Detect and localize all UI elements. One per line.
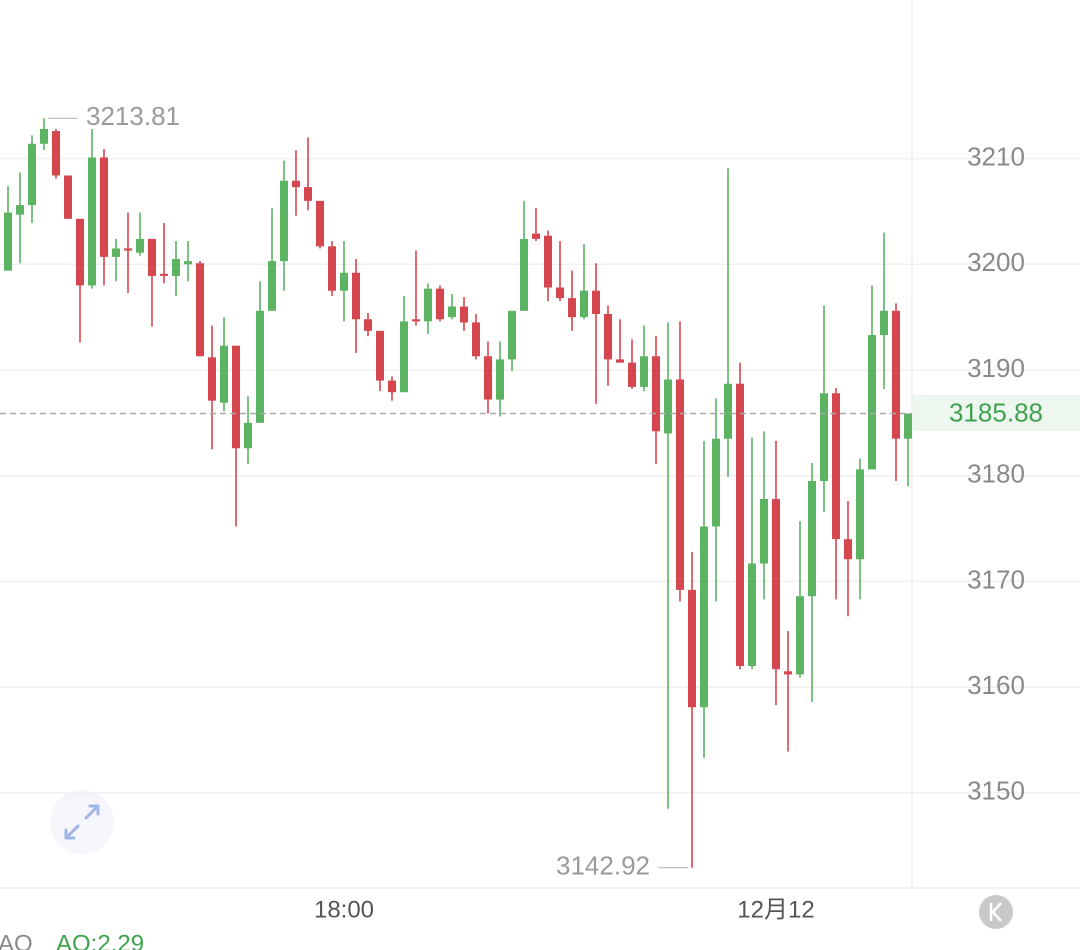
candle-body [220, 345, 228, 403]
candle-body [148, 238, 156, 276]
candle-body [832, 393, 840, 540]
candle-body [424, 288, 432, 322]
candle-body [100, 157, 108, 257]
candle-body [88, 157, 96, 286]
candle-body [616, 359, 624, 363]
candle-body [196, 263, 204, 357]
candle-body [856, 469, 864, 560]
collapse-icon [989, 902, 1002, 922]
last-price-label: 3185.88 [949, 397, 1043, 427]
candle-body [520, 238, 528, 311]
candle-body [868, 335, 876, 470]
candle-body [568, 298, 576, 318]
candle-body [508, 310, 516, 360]
candle-body [460, 306, 468, 323]
candle-body [664, 379, 672, 434]
candle-body [328, 246, 336, 291]
candle-body [388, 380, 396, 393]
expand-icon [64, 804, 100, 840]
candle-body [652, 356, 660, 432]
candle-body [724, 383, 732, 439]
candle-body [484, 356, 492, 400]
candle-body [592, 290, 600, 314]
candle-body [880, 310, 888, 336]
candle-body [184, 261, 192, 265]
candle-body [292, 180, 300, 188]
expand-circle[interactable] [50, 790, 114, 854]
candle-body [124, 248, 132, 251]
candle-body [40, 128, 48, 144]
y-tick-label: 3190 [967, 353, 1025, 383]
x-tick-label: 12月12 [737, 896, 814, 923]
candle-body [400, 321, 408, 393]
candle-body [316, 200, 324, 247]
candle-body [172, 259, 180, 276]
candle-body [364, 319, 372, 331]
candle-body [76, 218, 84, 286]
candle-body [580, 290, 588, 318]
collapse-circle[interactable] [979, 895, 1013, 929]
candle-body [496, 359, 504, 400]
candle-body [772, 498, 780, 670]
candle-body [376, 330, 384, 381]
candle-body [532, 233, 540, 239]
candle-body [352, 272, 360, 320]
candle-body [844, 539, 852, 560]
candle-body [472, 322, 480, 357]
candle-body [436, 288, 444, 320]
candle-body [556, 287, 564, 299]
min-label: 3142.92 [556, 851, 650, 881]
candle-body [4, 212, 12, 271]
candle-body [112, 248, 120, 257]
candle-body [700, 526, 708, 708]
collapse-button[interactable] [979, 895, 1013, 929]
candle-body [736, 383, 744, 666]
candle-body [544, 235, 552, 288]
candle-body [796, 596, 804, 675]
candle-body [448, 306, 456, 318]
y-tick-label: 3170 [967, 564, 1025, 594]
candle-body [28, 143, 36, 206]
candle-body [64, 175, 72, 219]
y-tick-label: 3160 [967, 670, 1025, 700]
candle-body [604, 313, 612, 360]
y-tick-label: 3210 [967, 141, 1025, 171]
candle-body [640, 356, 648, 387]
max-label: 3213.81 [86, 101, 180, 131]
candle-body [208, 357, 216, 401]
candle-body [280, 180, 288, 262]
y-tick-label: 3200 [967, 247, 1025, 277]
candle-body [808, 481, 816, 597]
y-tick-label: 3180 [967, 459, 1025, 489]
expand-button[interactable] [50, 790, 114, 854]
candle-body [760, 498, 768, 564]
candle-body [412, 319, 420, 322]
candle-body [628, 362, 636, 387]
candle-body [232, 345, 240, 449]
y-tick-label: 3150 [967, 776, 1025, 806]
indicator-value: AO:2.29 [56, 930, 144, 950]
candle-body [340, 272, 348, 291]
candle-body [892, 310, 900, 439]
candle-body [136, 238, 144, 253]
candle-body [748, 563, 756, 666]
candle-body [820, 393, 828, 481]
x-tick-label: 18:00 [314, 896, 374, 923]
candle-body [712, 438, 720, 527]
candle-body [304, 187, 312, 201]
candle-body [52, 131, 60, 176]
candle-body [688, 589, 696, 708]
candle-body [268, 261, 276, 311]
candle-body [244, 422, 252, 449]
candle-body [784, 671, 792, 675]
candle-body [16, 205, 24, 215]
indicator-name: AO [0, 930, 33, 950]
candle-body [904, 413, 912, 439]
last-price-bg [912, 395, 1080, 431]
candle-body [256, 310, 264, 423]
candle-body [160, 273, 168, 276]
candle-body [676, 379, 684, 590]
